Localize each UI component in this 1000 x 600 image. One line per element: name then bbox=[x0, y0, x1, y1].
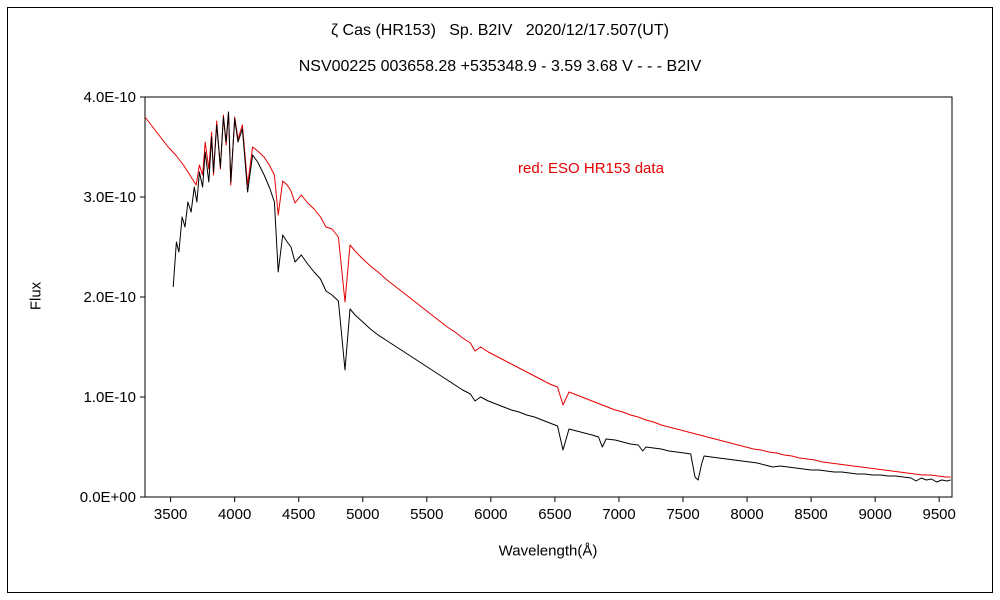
chart-title-line1: ζ Cas (HR153) Sp. B2IV 2020/12/17.507(UT… bbox=[331, 22, 669, 39]
x-tick-label: 3500 bbox=[154, 506, 187, 523]
y-tick-label: 3.0E-10 bbox=[83, 189, 136, 206]
y-tick-label: 4.0E-10 bbox=[83, 89, 136, 106]
y-tick-label: 2.0E-10 bbox=[83, 289, 136, 306]
x-tick-label: 7000 bbox=[602, 506, 635, 523]
x-tick-label: 9000 bbox=[858, 506, 891, 523]
y-tick-label: 0.0E+00 bbox=[80, 489, 136, 506]
x-tick-label: 5000 bbox=[346, 506, 379, 523]
series-observed-spectrum bbox=[172, 111, 951, 483]
x-tick-label: 7500 bbox=[666, 506, 699, 523]
x-axis-title: Wavelength(Å) bbox=[498, 542, 598, 560]
x-tick-label: 6500 bbox=[538, 506, 571, 523]
x-tick-label: 4500 bbox=[282, 506, 315, 523]
x-tick-label: 8000 bbox=[730, 506, 763, 523]
chart-title-line2: NSV00225 003658.28 +535348.9 - 3.59 3.68… bbox=[298, 58, 702, 75]
axes: 3500 4000 4500 5000 5500 6000 6500 7000 7500 8000… bbox=[80, 89, 956, 523]
y-tick-label: 1.0E-10 bbox=[83, 389, 136, 406]
x-tick-label: 5500 bbox=[410, 506, 443, 523]
legend-annotation: red: ESO HR153 data bbox=[518, 160, 664, 177]
x-tick-label: 8500 bbox=[794, 506, 827, 523]
x-tick-label: 6000 bbox=[474, 506, 507, 523]
x-tick-label: 4000 bbox=[218, 506, 251, 523]
x-tick-label: 9500 bbox=[923, 506, 956, 523]
